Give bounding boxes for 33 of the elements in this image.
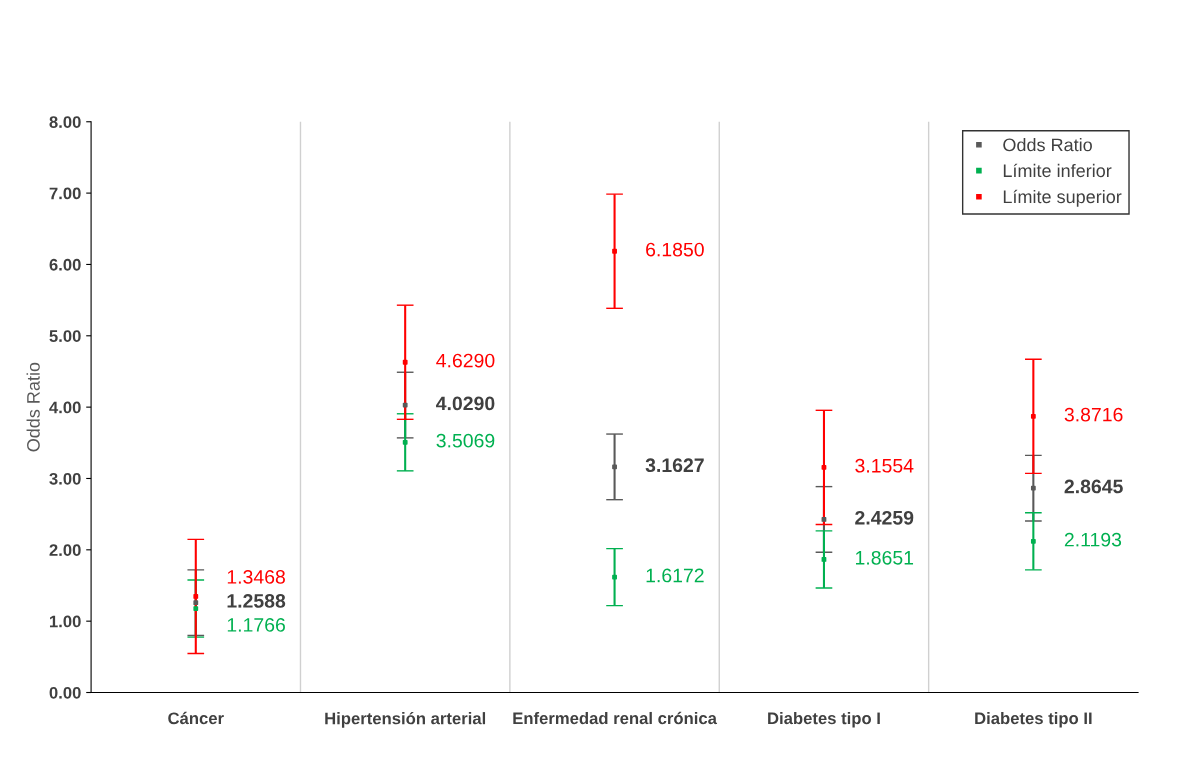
data-label: 1.2588 [227,594,286,608]
data-label: 1.3468 [227,570,285,584]
legend-label: Límite superior [1003,189,1122,207]
y-tick-label: 2.00 [49,544,81,557]
data-label: 2.4259 [855,510,914,525]
y-tick-label: 8.00 [49,116,81,128]
y-tick-label: 4.00 [49,401,81,414]
data-label: 2.8645 [1064,479,1123,494]
x-tick-label: Hipertensión arterial [325,711,486,728]
y-tick-label: 6.00 [49,258,81,271]
x-tick-label: Cáncer [168,711,224,725]
data-label: 3.1554 [855,458,914,473]
data-label: 2.1193 [1064,532,1122,547]
y-tick-label: 7.00 [49,187,81,200]
legend-label: Odds Ratio [1003,138,1092,152]
x-tick-label: Diabetes tipo II [975,711,1092,728]
data-label: 3.1627 [645,458,704,473]
data-label: 1.8651 [856,550,914,565]
y-tick-label: 3.00 [49,472,81,485]
data-label: 4.6290 [436,353,495,368]
legend-label: Límite inferior [1003,163,1112,178]
data-label: 6.1850 [646,242,704,257]
x-tick-label: Enfermedad renal crónica [513,711,718,725]
data-label: 4.0290 [436,396,495,411]
data-label: 3.5069 [436,433,495,448]
y-tick-label: 5.00 [49,330,81,342]
y-tick-label: 1.00 [49,615,81,628]
data-label: 1.1766 [227,618,285,632]
y-axis-title: Odds Ratio [26,362,40,452]
data-label: 3.8716 [1064,407,1123,422]
data-label: 1.6172 [646,568,704,583]
y-tick-label: 0.00 [49,686,81,699]
x-tick-label: Diabetes tipo I [768,711,880,728]
